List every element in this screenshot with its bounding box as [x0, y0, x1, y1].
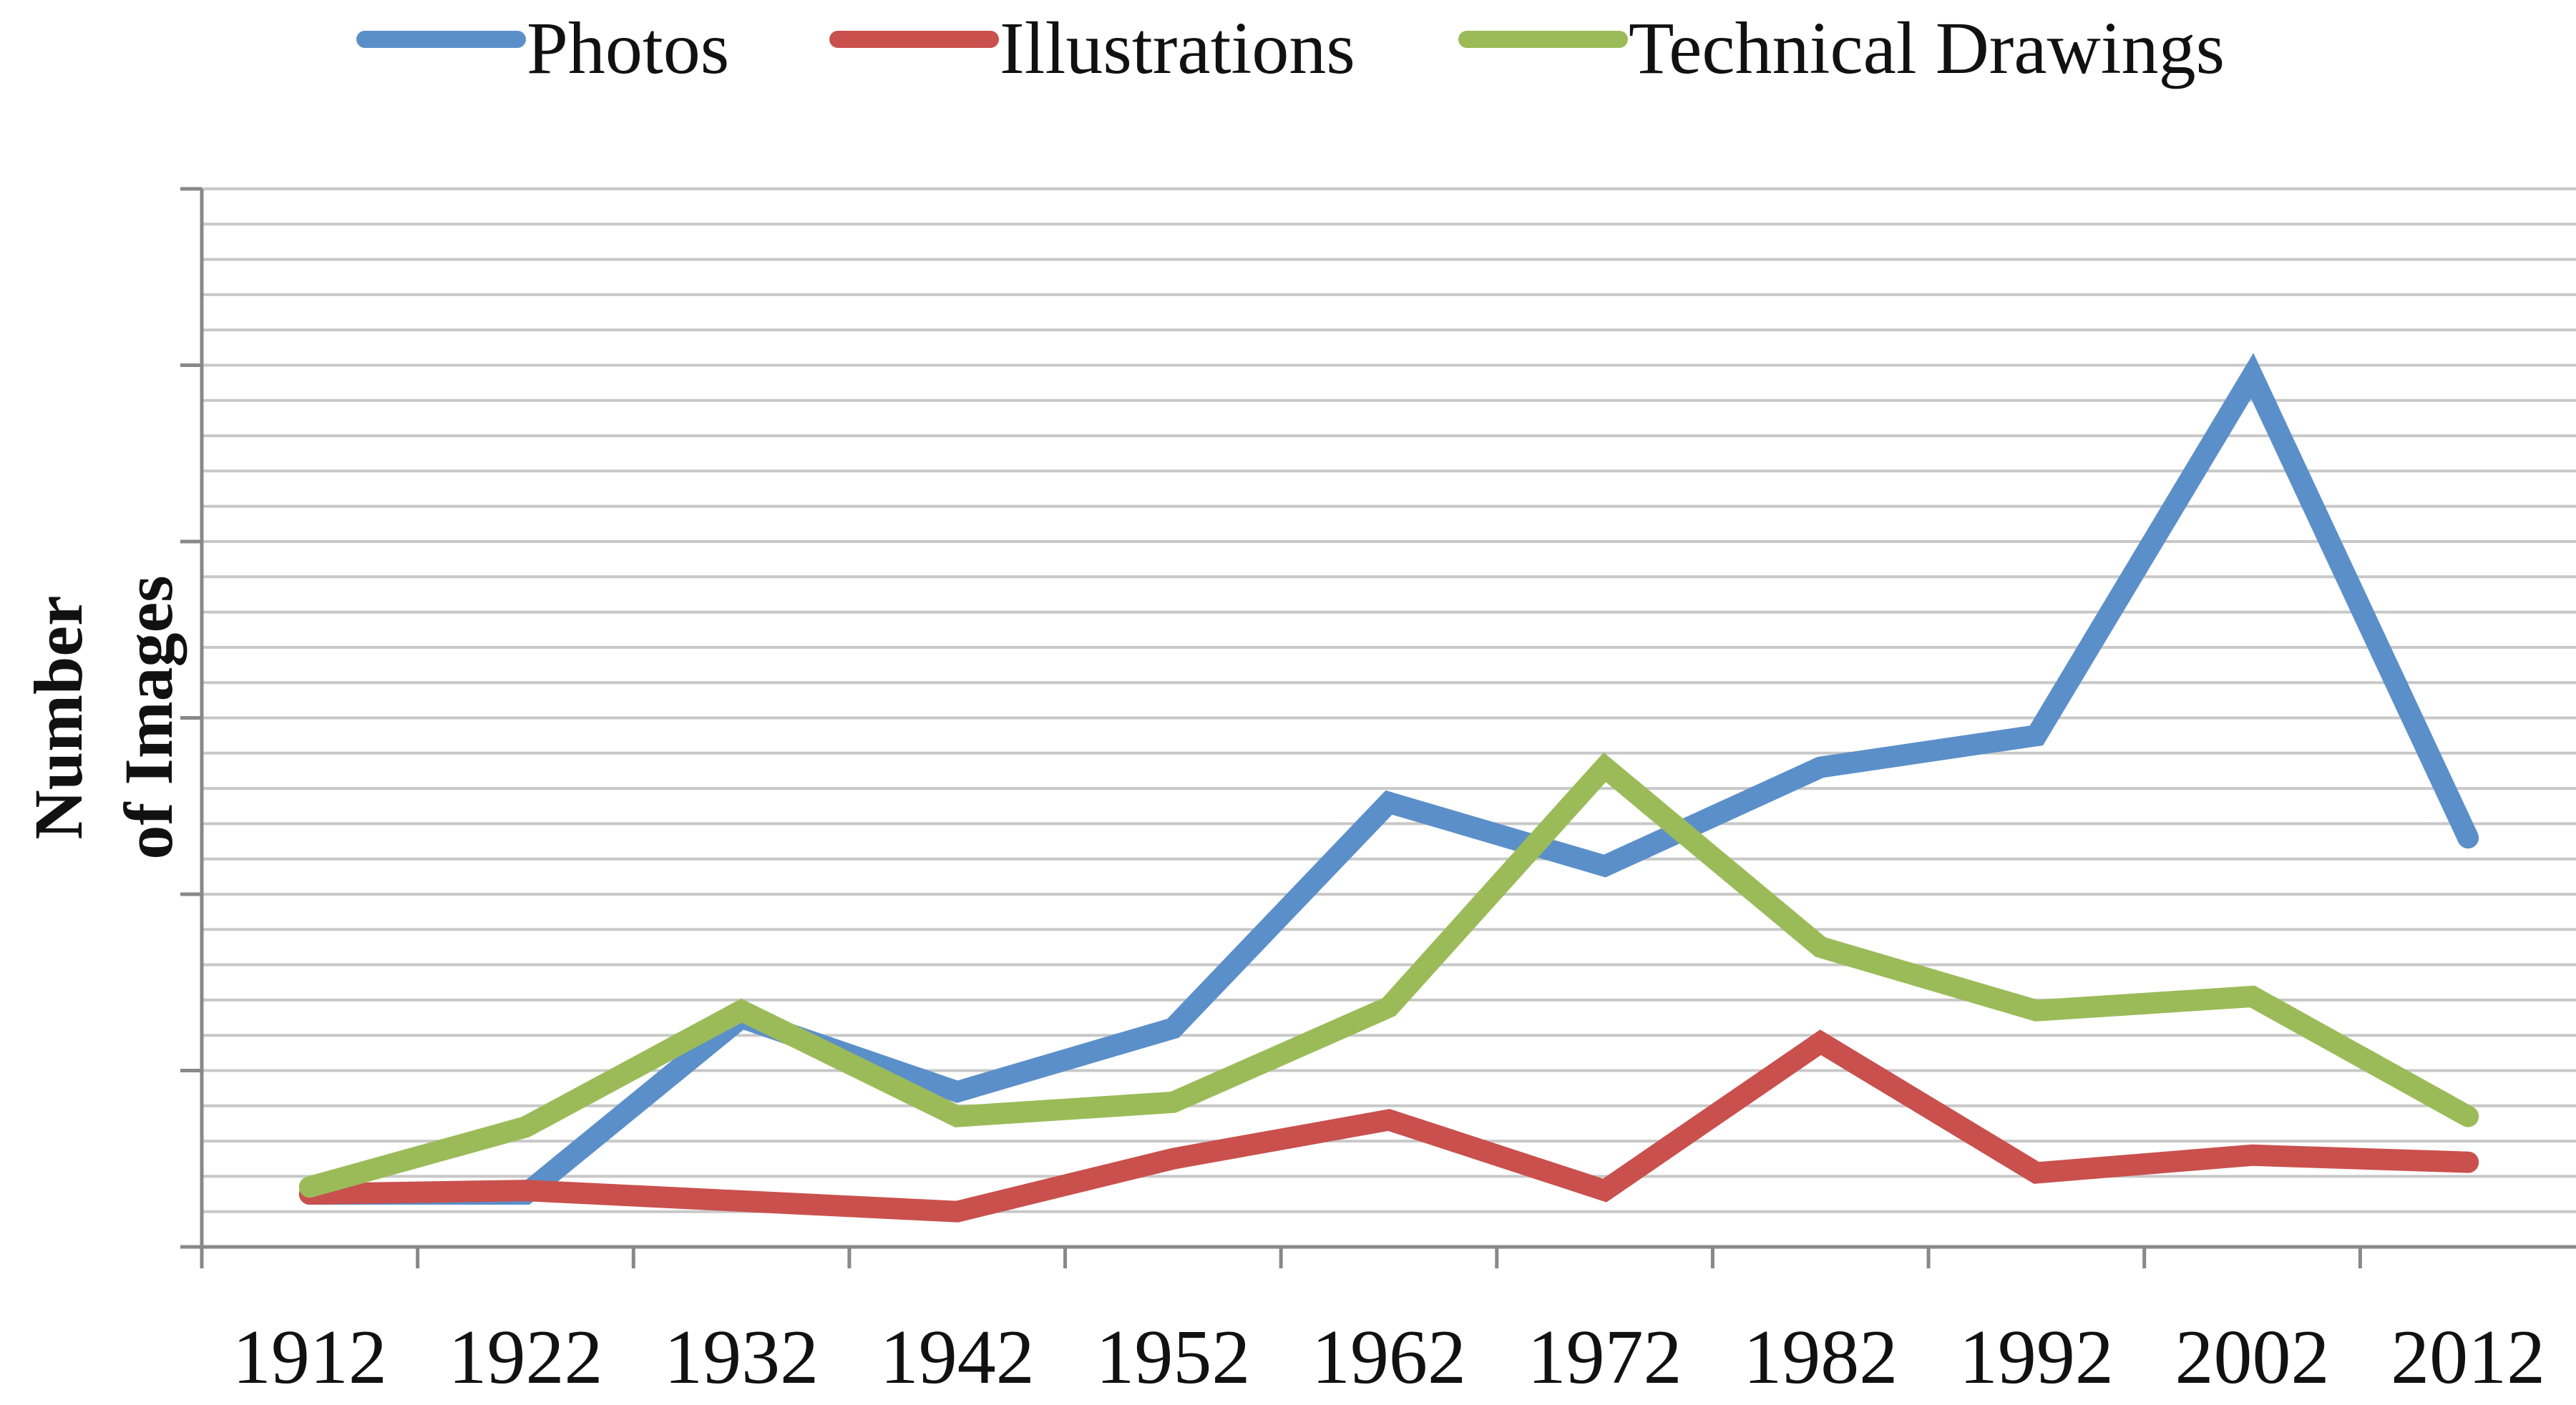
legend-label: Illustrations — [1000, 7, 1355, 89]
x-tick-label: 1992 — [1959, 1315, 2114, 1400]
legend-item: Technical Drawings — [1458, 7, 2225, 89]
x-tick-label: 1952 — [1096, 1315, 1250, 1400]
y-axis-label: Number of Images — [20, 575, 187, 859]
x-tick-label: 1962 — [1312, 1315, 1466, 1400]
x-tick-label: 1912 — [233, 1315, 387, 1400]
legend-label: Photos — [527, 7, 729, 89]
y-axis-label-line: of Images — [110, 575, 187, 859]
legend-item: Illustrations — [829, 7, 1355, 89]
series-line — [298, 752, 2479, 1198]
y-axis-label-line: Number — [20, 595, 97, 839]
legend-label: Technical Drawings — [1629, 7, 2225, 89]
x-tick-label: 1972 — [1528, 1315, 1682, 1400]
x-tick-label: 1922 — [448, 1315, 602, 1400]
series-line — [298, 1029, 2479, 1223]
x-tick-label: 1982 — [1743, 1315, 1898, 1400]
x-tick-label: 1942 — [880, 1315, 1035, 1400]
x-tick-label: 2012 — [2391, 1315, 2545, 1400]
x-tick-label: 1932 — [664, 1315, 819, 1400]
series-line — [298, 353, 2479, 1205]
legend-item: Photos — [356, 7, 729, 89]
x-tick-label: 2002 — [2175, 1315, 2330, 1400]
